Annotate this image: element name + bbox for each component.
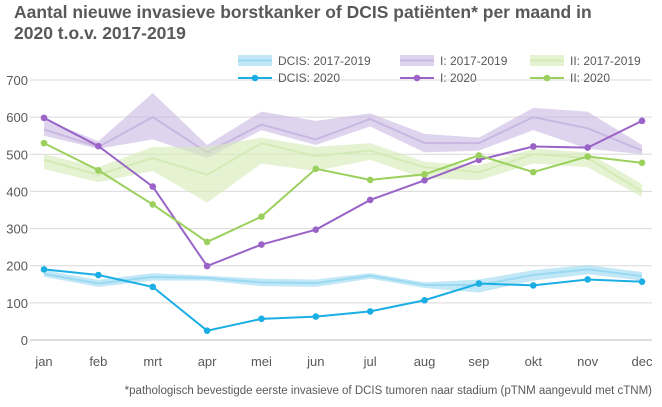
ii-2020-point <box>203 238 211 246</box>
i-2020-point <box>529 143 537 150</box>
legend-label: DCIS: 2020 <box>278 71 340 85</box>
chart-title-line-2: 2020 t.o.v. 2017-2019 <box>14 23 186 43</box>
legend: DCIS: 2017-2019 I: 2017-2019 II: 2017-2019… <box>238 54 641 85</box>
y-tick-label: 600 <box>6 110 28 125</box>
ii-2020-point <box>529 168 537 176</box>
ii-2020-point <box>638 159 646 167</box>
x-tick-label: jun <box>306 354 324 369</box>
ii-2020-point <box>40 139 48 147</box>
chart-title-line-1: Aantal nieuwe invasieve borstkanker of D… <box>14 2 592 22</box>
x-tick-label: aug <box>414 354 436 369</box>
ii-2020-point <box>258 213 265 220</box>
ii-2020-point <box>584 153 591 160</box>
dcis-2020-point <box>258 315 265 323</box>
y-tick-label: 700 <box>6 73 28 88</box>
i-2017-2019-mid-line <box>43 115 643 154</box>
dcis-2020-point <box>40 266 48 273</box>
i-2020-point <box>258 241 265 248</box>
ii-2020-point <box>475 152 483 159</box>
ii-2017-2019-mid-line <box>43 142 643 193</box>
legend-item-i-2017-2019: I: 2017-2019 <box>400 54 508 68</box>
dcis-2020-line <box>43 268 643 332</box>
dcis-2020-series <box>40 266 646 335</box>
y-tick-label: 100 <box>6 296 28 311</box>
dcis-2017-2019-mid-line <box>43 268 643 287</box>
x-tick-label: feb <box>89 354 107 369</box>
i-2020-point <box>584 144 591 151</box>
x-tick-label: apr <box>198 354 217 369</box>
i-2017-2019-band <box>44 93 642 158</box>
ii-2020-point <box>312 165 320 173</box>
dcis-2020-point <box>475 280 483 287</box>
ii-2020-point <box>95 166 102 174</box>
legend-item-ii-2017-2019: II: 2017-2019 <box>530 54 641 68</box>
footnote: *pathologisch bevestigde eerste invasiev… <box>124 385 652 397</box>
i-2020-point <box>149 183 157 190</box>
ii-2020-line <box>43 142 643 244</box>
i-2020-series <box>40 114 646 270</box>
chart-title: Aantal nieuwe invasieve borstkanker of D… <box>14 2 654 44</box>
x-tick-label: jul <box>363 354 377 369</box>
legend-swatch-marker <box>413 74 421 82</box>
i-2020-line <box>43 116 643 268</box>
dcis-2020-point <box>421 296 428 304</box>
legend-label: I: 2017-2019 <box>440 54 508 68</box>
i-2020-point <box>40 114 48 122</box>
legend-item-i-2020: I: 2020 <box>400 71 477 85</box>
legend-item-dcis-2020: DCIS: 2020 <box>238 71 340 85</box>
x-tick-label: okt <box>525 354 543 369</box>
ii-2017-2019-band <box>44 137 642 203</box>
ii-2020-point <box>149 201 157 208</box>
dcis-2020-point <box>312 313 320 320</box>
axis-labels: 0 100 200 300 400 500 600 700 jan feb mrt apr mei jun… <box>6 73 653 369</box>
y-tick-label: 400 <box>6 184 28 199</box>
dcis-2020-point <box>95 271 102 279</box>
i-2020-point <box>421 176 428 184</box>
y-tick-label: 300 <box>6 222 28 237</box>
dcis-2020-point <box>366 308 374 315</box>
i-2020-point <box>203 262 211 270</box>
legend-label: DCIS: 2017-2019 <box>278 54 371 68</box>
y-tick-label: 0 <box>21 333 28 348</box>
dcis-2020-point <box>203 327 211 335</box>
dcis-2020-point <box>584 276 591 283</box>
dcis-2020-point <box>638 278 646 285</box>
legend-label: II: 2017-2019 <box>570 54 641 68</box>
x-tick-label: sep <box>468 354 489 369</box>
i-2020-point <box>95 142 102 150</box>
x-tick-label: dec <box>632 354 653 369</box>
x-tick-label: nov <box>577 354 598 369</box>
ii-2020-series <box>40 139 646 246</box>
i-2020-point <box>638 117 646 125</box>
x-tick-label: mrt <box>143 354 162 369</box>
dcis-2020-point <box>149 283 157 291</box>
y-tick-label: 500 <box>6 147 28 162</box>
x-tick-label: mei <box>251 354 272 369</box>
legend-swatch-marker <box>543 74 551 82</box>
i-2020-point <box>312 226 320 233</box>
ii-2020-point <box>366 176 374 184</box>
dcis-2020-point <box>529 282 537 289</box>
i-2020-point <box>366 196 374 204</box>
legend-item-ii-2020: II: 2020 <box>530 71 610 85</box>
legend-label: II: 2020 <box>570 71 610 85</box>
legend-swatch-marker <box>251 74 259 82</box>
x-tick-label: jan <box>34 354 52 369</box>
y-tick-label: 200 <box>6 259 28 274</box>
ii-2020-point <box>421 171 428 178</box>
legend-label: I: 2020 <box>440 71 477 85</box>
series-lines <box>40 114 646 335</box>
range-bands <box>43 93 643 293</box>
legend-item-dcis-2017-2019: DCIS: 2017-2019 <box>238 54 371 68</box>
